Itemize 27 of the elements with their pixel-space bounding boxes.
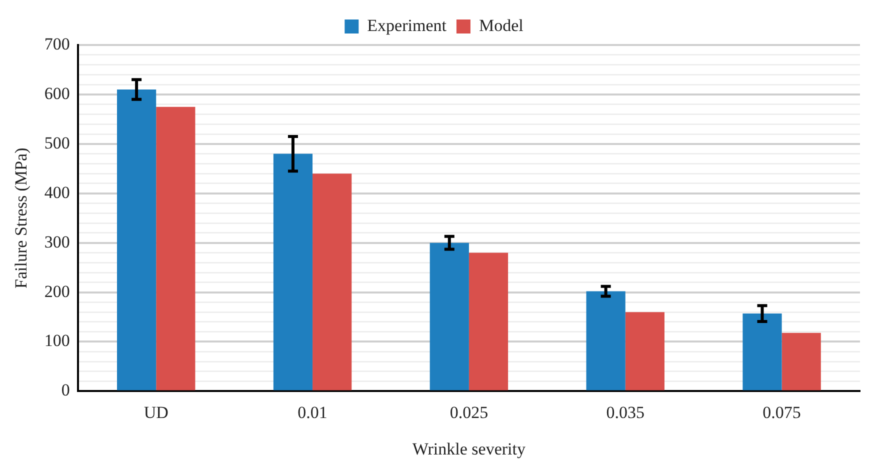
bar <box>625 312 664 390</box>
x-tick-label: 0.035 <box>606 402 644 422</box>
x-tick-label: UD <box>144 402 168 422</box>
bar <box>117 90 156 390</box>
y-tick-label: 400 <box>44 182 70 202</box>
y-tick-label: 300 <box>44 232 70 252</box>
bar <box>156 106 196 390</box>
bar <box>430 242 469 390</box>
bar <box>782 332 821 390</box>
y-tick-label: 600 <box>44 84 70 103</box>
x-tick-label: 0.075 <box>762 402 801 422</box>
y-tick-label: 700 <box>44 34 70 54</box>
legend-label: Model <box>478 16 524 35</box>
x-axis-title: Wrinkle severity <box>412 439 526 458</box>
bar <box>468 252 508 390</box>
x-tick-label: 0.025 <box>450 402 488 422</box>
bar <box>742 314 782 390</box>
legend-label: Experiment <box>367 16 447 35</box>
x-tick-label: 0.01 <box>298 402 328 422</box>
bar <box>586 291 626 390</box>
y-tick-label: 0 <box>61 380 70 400</box>
bar <box>312 174 352 390</box>
y-tick-label: 100 <box>44 331 70 350</box>
y-tick-label: 500 <box>44 133 70 152</box>
y-tick-label: 200 <box>44 282 70 301</box>
y-axis-title: Failure Stress (MPa) <box>12 148 31 288</box>
bar <box>273 154 313 390</box>
